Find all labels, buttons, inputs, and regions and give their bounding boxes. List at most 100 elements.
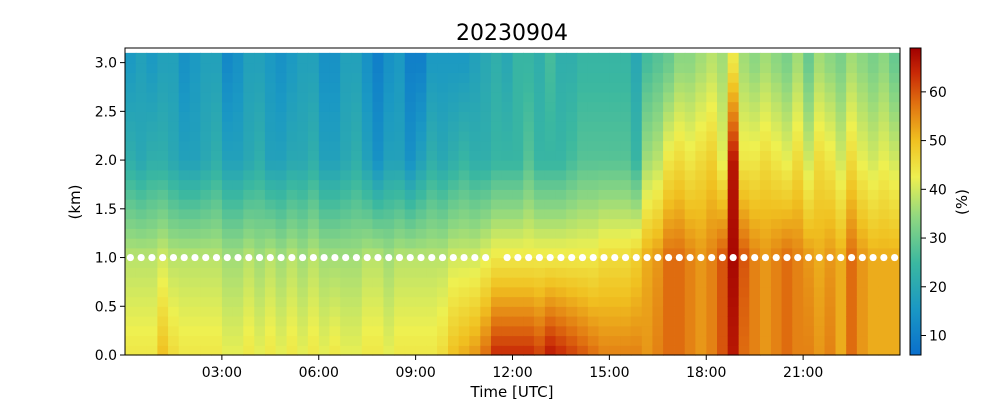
heatmap-cell [135, 218, 148, 229]
heatmap-cell [652, 169, 664, 181]
heatmap-cell [437, 199, 449, 210]
heatmap-cell [620, 121, 632, 132]
heatmap-cell [480, 218, 492, 229]
heatmap-cell [415, 345, 428, 356]
heatmap-cell [275, 111, 287, 122]
heatmap-cell [598, 277, 610, 288]
heatmap-cell [846, 267, 858, 278]
heatmap-cell [286, 325, 298, 337]
heatmap-cell [329, 101, 341, 112]
heatmap-cell [383, 160, 395, 171]
heatmap-cell [824, 150, 836, 161]
heatmap-cell [264, 199, 277, 210]
heatmap-cell [286, 169, 298, 181]
heatmap-cell [587, 345, 600, 356]
heatmap-cell [297, 150, 309, 161]
heatmap-cell [674, 199, 686, 210]
heatmap-cell [232, 247, 244, 259]
heatmap-cell [264, 111, 277, 122]
heatmap-cell [383, 345, 395, 356]
heatmap-cell [480, 208, 492, 220]
heatmap-cell [383, 267, 395, 278]
heatmap-cell [254, 189, 266, 200]
heatmap-cell [125, 150, 137, 161]
heatmap-cell [846, 72, 858, 83]
heatmap-cell [404, 238, 417, 249]
heatmap-cell [835, 169, 847, 181]
heatmap-cell [738, 160, 751, 171]
heatmap-cell [512, 228, 524, 239]
heatmap-cell [286, 296, 298, 307]
heatmap-cell [394, 160, 406, 171]
heatmap-cell [243, 208, 255, 220]
heatmap-cell [533, 257, 546, 268]
heatmap-cell [243, 52, 255, 64]
heatmap-cell [598, 218, 610, 229]
marker-point [869, 253, 877, 262]
heatmap-cell [598, 335, 610, 346]
heatmap-cell [630, 52, 643, 64]
heatmap-cell [803, 91, 815, 103]
heatmap-cell [523, 189, 535, 200]
heatmap-cell [749, 345, 761, 356]
heatmap-cell [232, 169, 244, 181]
heatmap-cell [458, 179, 471, 190]
heatmap-cell [770, 140, 783, 151]
heatmap-cell [458, 316, 471, 327]
heatmap-cell [813, 179, 826, 190]
heatmap-cell [555, 121, 567, 132]
heatmap-cell [674, 325, 686, 337]
heatmap-cell [598, 101, 610, 112]
heatmap-cell [329, 218, 341, 229]
heatmap-cell [469, 121, 481, 132]
heatmap-cell [813, 130, 826, 142]
heatmap-cell [641, 111, 654, 122]
heatmap-cell [630, 111, 643, 122]
heatmap-cell [415, 130, 428, 142]
heatmap-cell [706, 306, 718, 317]
heatmap-cell [426, 316, 438, 327]
heatmap-cell [727, 72, 740, 83]
heatmap-cell [329, 286, 341, 298]
heatmap-cell [727, 325, 740, 337]
heatmap-cell [717, 345, 729, 356]
heatmap-cell [717, 286, 729, 298]
heatmap-cell [286, 189, 298, 200]
heatmap-cell [781, 208, 793, 220]
heatmap-cell [555, 169, 567, 181]
heatmap-cell [383, 316, 395, 327]
heatmap-cell [501, 72, 513, 83]
heatmap-cell [243, 130, 255, 142]
heatmap-cell [856, 111, 869, 122]
heatmap-cell [286, 52, 298, 64]
heatmap-cell [878, 247, 890, 259]
heatmap-cell [706, 199, 718, 210]
heatmap-cell [448, 91, 460, 103]
heatmap-cell [566, 306, 578, 317]
heatmap-cell [211, 160, 223, 171]
heatmap-cell [566, 208, 578, 220]
heatmap-cell [329, 296, 341, 307]
heatmap-cell [738, 316, 751, 327]
heatmap-cell [275, 228, 287, 239]
heatmap-cell [759, 101, 772, 112]
heatmap-cell [394, 286, 406, 298]
heatmap-cell [178, 169, 191, 181]
heatmap-cell [394, 345, 406, 356]
heatmap-cell [307, 286, 320, 298]
heatmap-cell [448, 62, 460, 73]
heatmap-cell [555, 218, 567, 229]
heatmap-cell [889, 150, 901, 161]
heatmap-cell [652, 257, 664, 268]
heatmap-cell [480, 72, 492, 83]
heatmap-cell [490, 169, 503, 181]
heatmap-cell [168, 121, 180, 132]
heatmap-cell [437, 150, 449, 161]
heatmap-cell [889, 345, 901, 356]
heatmap-cell [663, 286, 675, 298]
heatmap-cell [254, 91, 266, 103]
heatmap-cell [404, 296, 417, 307]
heatmap-cell [598, 62, 610, 73]
heatmap-cell [867, 257, 880, 268]
heatmap-cell [512, 306, 524, 317]
